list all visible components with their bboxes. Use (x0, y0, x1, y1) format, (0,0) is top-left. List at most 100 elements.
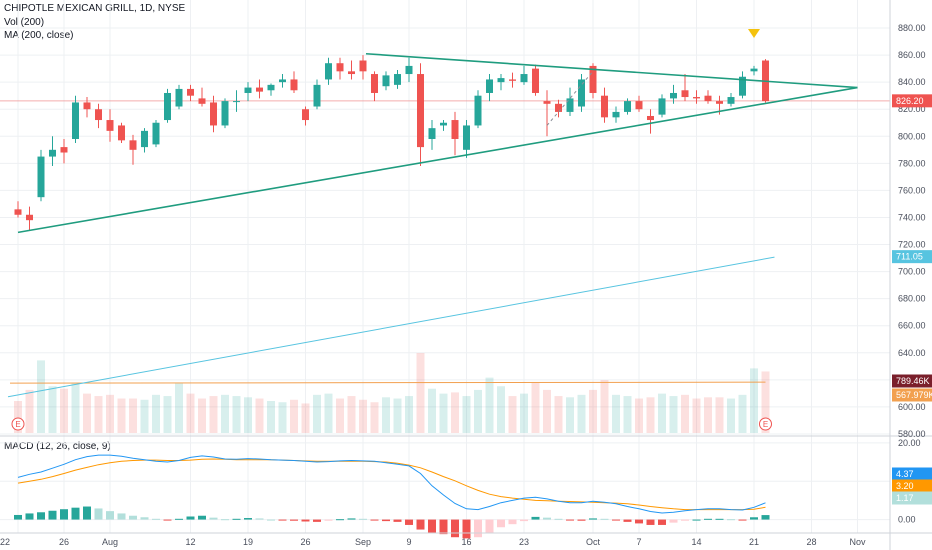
candle-body (83, 102, 91, 110)
volume-bar (692, 398, 701, 433)
macd-tick-label: 20.00 (898, 438, 921, 448)
lower-trendline (17, 86, 858, 234)
last-price-badge-bg (892, 94, 932, 108)
macd-histogram-bar (83, 506, 91, 520)
candle-body (336, 63, 344, 72)
volume-bar (324, 393, 333, 433)
candle-body (405, 65, 413, 75)
candle-body (578, 79, 585, 107)
macd-histogram-bar (727, 519, 735, 521)
macd-line (17, 454, 766, 514)
macd-histogram-bar (347, 518, 356, 520)
volume-bar (543, 389, 551, 433)
volume-ma-line (9, 381, 766, 384)
candle-body (543, 101, 551, 104)
price-tick-label: 660.00 (898, 321, 926, 331)
ma-value-badge-bg (892, 250, 932, 264)
candle-body (693, 97, 700, 99)
candle-body (129, 140, 137, 150)
macd-histogram-bar (761, 515, 770, 520)
time-tick-label: 19 (243, 537, 253, 547)
macd-histogram-bar (623, 519, 632, 522)
candle-body (72, 102, 79, 139)
macd-badge-bg (892, 467, 932, 481)
candle-body (566, 98, 574, 112)
macd-histogram-bar (405, 519, 413, 525)
macd-histogram-bar (140, 517, 149, 520)
candle-body (716, 101, 723, 104)
volume-bar (129, 398, 137, 433)
candle-body (106, 120, 114, 131)
macd-histogram-bar (669, 519, 678, 523)
volume-bar (462, 396, 471, 433)
time-tick-label: 28 (806, 537, 816, 547)
volume-bar (301, 403, 310, 433)
macd-histogram-bar (531, 516, 540, 520)
macd-histogram-bar (589, 518, 597, 520)
candle-body (256, 87, 263, 92)
macd-histogram-bar (485, 519, 494, 533)
candle-body (681, 90, 689, 98)
macd-histogram-bar (704, 518, 712, 520)
volume-bar (451, 392, 459, 433)
legend-ma: MA (200, close) (4, 30, 74, 41)
time-tick-label: 23 (519, 537, 529, 547)
earnings-marker-icon (759, 417, 772, 431)
volume-bar (750, 368, 758, 433)
volume-bar (117, 398, 126, 433)
volume-bar (623, 396, 632, 433)
macd-histogram-bar (37, 512, 45, 520)
volume-bar (382, 397, 390, 433)
candle-body (198, 98, 206, 104)
macd-histogram-bar (14, 514, 22, 520)
volume-bar (106, 394, 114, 433)
macd-histogram-bar (520, 519, 528, 522)
macd-histogram-bar (600, 518, 609, 520)
candle-body (348, 71, 355, 75)
volume-bar (359, 399, 367, 433)
candle-body (233, 101, 240, 103)
candle-body (474, 95, 482, 126)
macd-histogram-bar (497, 519, 505, 528)
macd-histogram-bar (290, 519, 298, 521)
upper-trendline (365, 52, 858, 89)
signal-badge-bg (892, 479, 932, 493)
candle-body (520, 74, 528, 83)
macd-histogram-bar (129, 515, 137, 520)
earnings-marker-label: E (763, 420, 768, 429)
volume-bar (370, 402, 379, 433)
volume-bar (336, 398, 344, 433)
macd-histogram-bar (359, 518, 367, 520)
macd-histogram-bar (382, 519, 390, 522)
signal-badge: 3.20 (896, 481, 914, 491)
price-tick-label: 760.00 (898, 185, 926, 195)
volume-bar (232, 396, 241, 433)
macd-histogram-bar (198, 515, 206, 520)
volume-bar (485, 377, 494, 433)
volume-bar (761, 371, 770, 433)
candle-body (382, 75, 390, 87)
volume-bar (612, 394, 620, 433)
volume-bar (186, 393, 195, 433)
macd-histogram-bar (543, 517, 551, 520)
price-tick-label: 840.00 (898, 77, 926, 87)
macd-histogram-bar (612, 519, 620, 521)
volume-bar (290, 399, 298, 433)
volume-bar (209, 396, 218, 433)
macd-histogram-bar (451, 519, 459, 538)
candle-body (451, 120, 459, 139)
volume-bar (531, 382, 540, 433)
macd-pane (0, 435, 932, 539)
candles (14, 55, 769, 231)
macd-histogram-bar (738, 519, 747, 521)
macd-histogram-bar (301, 519, 310, 522)
macd-histogram-bar (324, 519, 333, 521)
price-tick-label: 700.00 (898, 267, 926, 277)
macd-histogram-bar (428, 519, 436, 533)
candle-body (279, 79, 286, 83)
macd-histogram-bar (336, 519, 344, 521)
candle-body (704, 95, 712, 102)
volume-bar (255, 398, 264, 433)
